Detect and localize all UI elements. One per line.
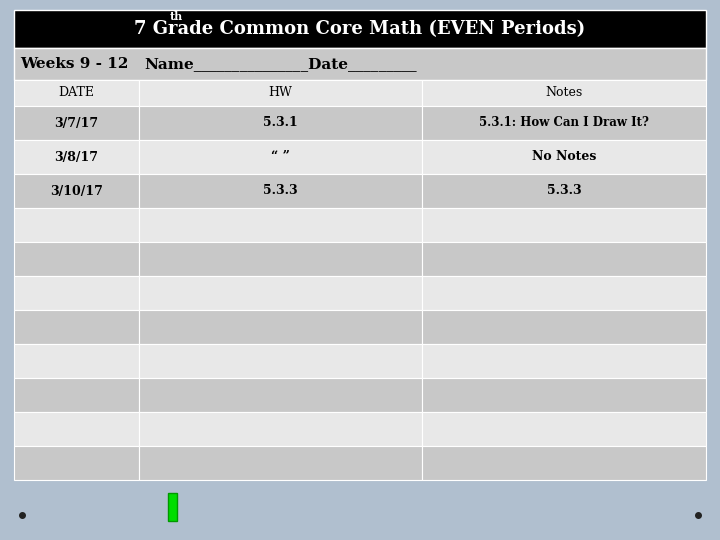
- Bar: [14, 242, 138, 276]
- Bar: [422, 276, 706, 310]
- Bar: [422, 344, 706, 378]
- Bar: [422, 310, 706, 344]
- Text: No Notes: No Notes: [532, 151, 596, 164]
- Bar: [14, 378, 138, 412]
- Bar: [422, 412, 706, 446]
- Bar: [14, 10, 706, 48]
- Bar: [422, 378, 706, 412]
- Bar: [422, 140, 706, 174]
- Bar: [14, 276, 138, 310]
- Text: Name_______________Date_________: Name_______________Date_________: [145, 57, 417, 71]
- Bar: [422, 242, 706, 276]
- Text: DATE: DATE: [58, 86, 94, 99]
- Text: 5.3.3: 5.3.3: [263, 185, 298, 198]
- Bar: [14, 80, 138, 106]
- Bar: [138, 140, 422, 174]
- Text: HW: HW: [269, 86, 292, 99]
- Text: 7 Grade Common Core Math (EVEN Periods): 7 Grade Common Core Math (EVEN Periods): [135, 20, 585, 38]
- Text: 3/7/17: 3/7/17: [54, 117, 99, 130]
- Bar: [138, 174, 422, 208]
- Bar: [138, 276, 422, 310]
- Text: Weeks 9 - 12: Weeks 9 - 12: [20, 57, 128, 71]
- Bar: [422, 208, 706, 242]
- Text: 3/10/17: 3/10/17: [50, 185, 103, 198]
- Bar: [422, 80, 706, 106]
- Text: th: th: [170, 11, 183, 22]
- Bar: [14, 140, 138, 174]
- Text: 5.3.1: 5.3.1: [263, 117, 298, 130]
- Bar: [14, 48, 706, 80]
- Text: Notes: Notes: [546, 86, 582, 99]
- Bar: [138, 310, 422, 344]
- Bar: [138, 412, 422, 446]
- Bar: [422, 174, 706, 208]
- Bar: [14, 446, 138, 480]
- Bar: [138, 80, 422, 106]
- Bar: [14, 344, 138, 378]
- Text: 3/8/17: 3/8/17: [54, 151, 98, 164]
- Bar: [14, 208, 138, 242]
- Text: 5.3.3: 5.3.3: [546, 185, 582, 198]
- Bar: [138, 344, 422, 378]
- Bar: [138, 242, 422, 276]
- Bar: [138, 378, 422, 412]
- Bar: [168, 493, 177, 521]
- Text: “ ”: “ ”: [271, 151, 290, 164]
- Bar: [138, 106, 422, 140]
- Bar: [14, 174, 138, 208]
- Text: 5.3.1: How Can I Draw It?: 5.3.1: How Can I Draw It?: [480, 117, 649, 130]
- Bar: [422, 106, 706, 140]
- Bar: [422, 446, 706, 480]
- Bar: [138, 208, 422, 242]
- Bar: [14, 310, 138, 344]
- Bar: [14, 106, 138, 140]
- Bar: [14, 412, 138, 446]
- Bar: [138, 446, 422, 480]
